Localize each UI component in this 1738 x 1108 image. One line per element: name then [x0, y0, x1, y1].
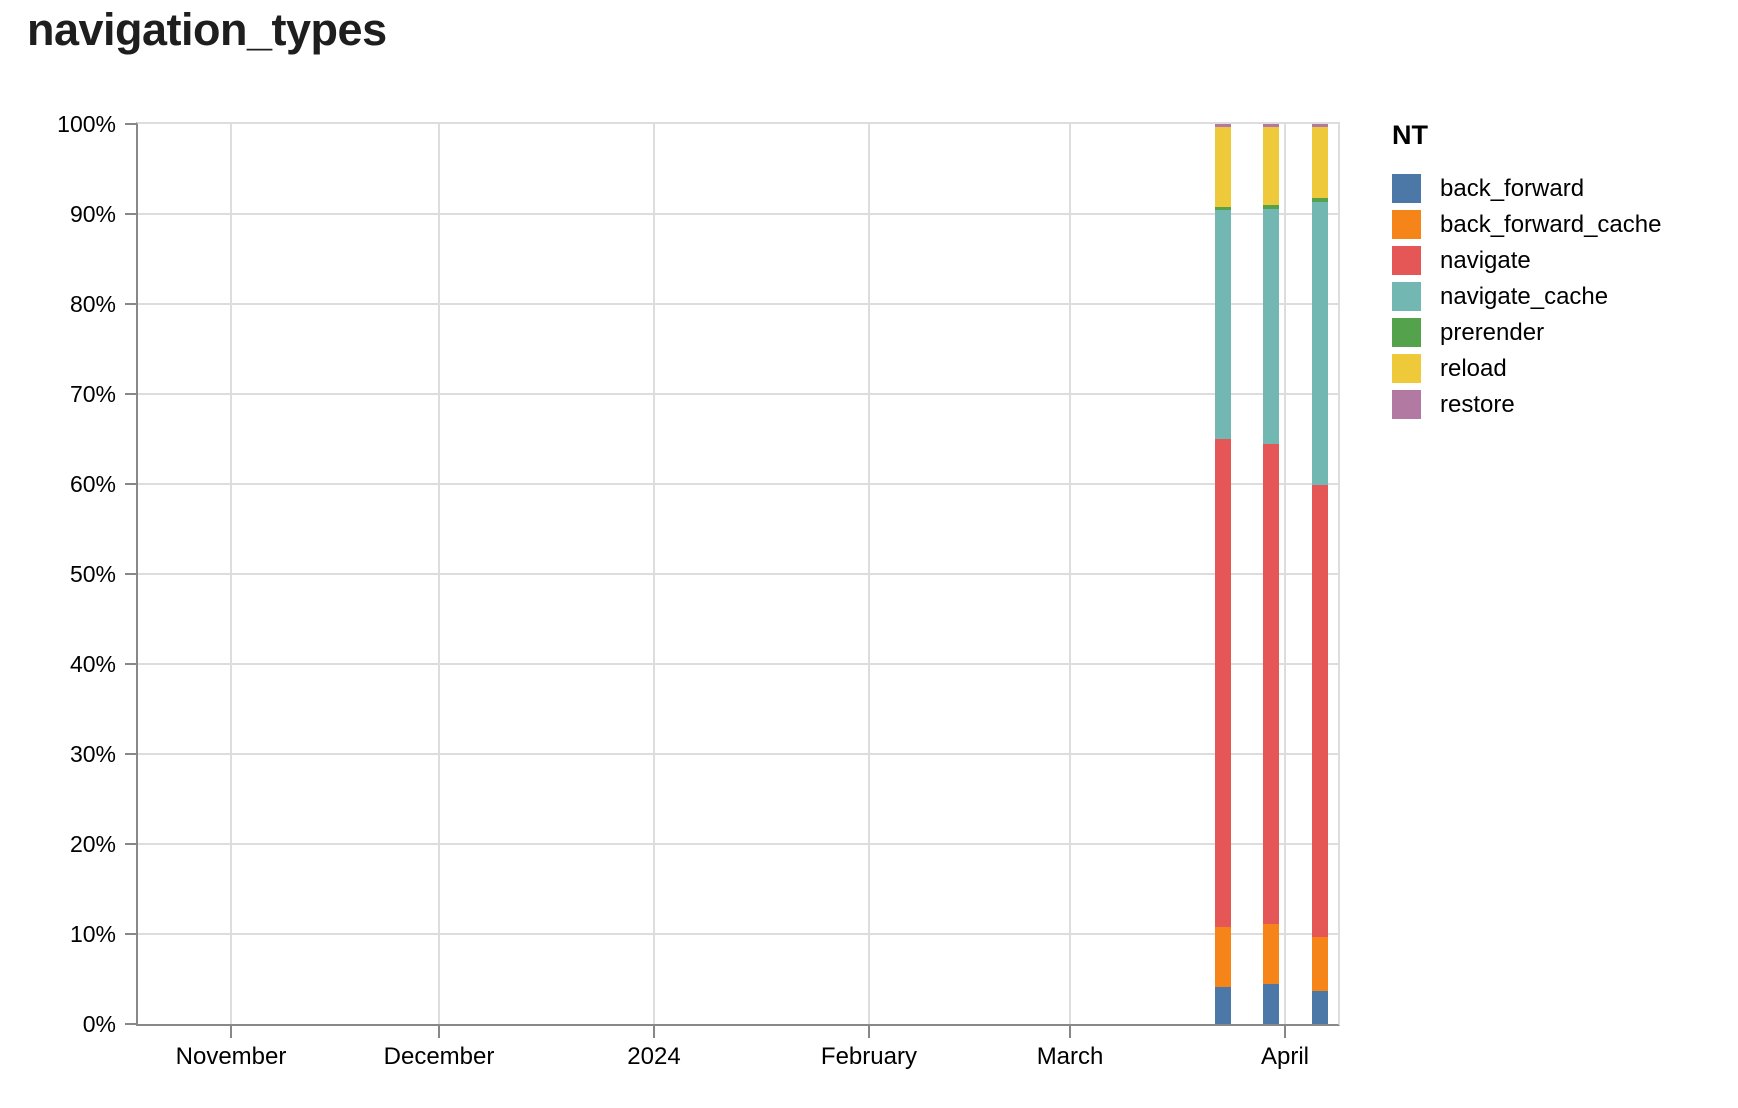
x-axis-tick: [652, 1026, 655, 1038]
bar-segment-reload[interactable]: [1311, 126, 1328, 198]
legend-swatch: [1392, 174, 1421, 203]
y-gridline: [138, 753, 1338, 755]
legend-swatch: [1392, 282, 1421, 311]
y-axis-label: 20%: [69, 831, 116, 857]
bar-segment-reload[interactable]: [1214, 126, 1231, 207]
x-axis-tick: [867, 1026, 870, 1038]
x-gridline: [1284, 124, 1286, 1024]
y-axis-tick: [125, 663, 136, 665]
legend-swatch: [1392, 354, 1421, 383]
bar-segment-navigate[interactable]: [1311, 484, 1328, 937]
y-axis-tick: [125, 303, 136, 305]
y-axis-tick: [125, 123, 136, 125]
x-axis-label: February: [820, 1043, 917, 1070]
y-gridline: [138, 663, 1338, 665]
bar-segment-navigate_cache[interactable]: [1311, 202, 1328, 485]
y-axis-label: 80%: [69, 291, 116, 317]
bar-segment-reload[interactable]: [1263, 126, 1280, 205]
y-axis-label: 70%: [69, 381, 116, 407]
y-gridline: [138, 303, 1338, 305]
stacked-bar[interactable]: [1263, 124, 1280, 1024]
x-gridline: [652, 124, 655, 1024]
x-axis-tick: [1284, 1026, 1286, 1038]
y-axis-label: 0%: [82, 1011, 116, 1037]
x-axis-label: 2024: [627, 1043, 681, 1070]
bar-segment-navigate_cache[interactable]: [1214, 210, 1231, 439]
x-gridline: [230, 124, 232, 1024]
y-axis-label: 10%: [69, 921, 116, 947]
bar-segment-navigate_cache[interactable]: [1263, 208, 1280, 445]
y-axis-tick: [125, 213, 136, 215]
bar-segment-navigate[interactable]: [1263, 444, 1280, 925]
stacked-bar[interactable]: [1214, 124, 1231, 1024]
x-axis-label: November: [175, 1043, 287, 1070]
y-axis-tick: [125, 393, 136, 395]
y-gridline: [138, 933, 1338, 935]
legend-item-label: prerender: [1440, 319, 1545, 346]
legend-item-label: reload: [1440, 355, 1507, 382]
x-axis-label: April: [1260, 1043, 1309, 1070]
y-gridline: [138, 213, 1338, 215]
y-axis-tick: [125, 573, 136, 575]
bar-segment-prerender[interactable]: [1311, 197, 1328, 203]
legend-item-label: back_forward: [1440, 175, 1585, 202]
y-axis-label: 100%: [57, 111, 116, 137]
y-axis-tick: [125, 1023, 136, 1025]
legend-swatch: [1392, 246, 1421, 275]
bar-segment-prerender[interactable]: [1263, 205, 1280, 209]
y-gridline: [138, 393, 1338, 395]
x-axis-tick: [438, 1026, 441, 1038]
x-axis-tick: [230, 1026, 232, 1038]
legend-swatch: [1392, 210, 1421, 239]
bar-segment-back_forward_cache[interactable]: [1263, 924, 1280, 985]
y-axis-label: 60%: [69, 471, 116, 497]
legend-title: NT: [1392, 120, 1428, 150]
y-axis-tick: [125, 933, 136, 935]
bar-segment-navigate[interactable]: [1214, 439, 1231, 927]
x-axis-label: December: [383, 1043, 495, 1070]
chart-title: navigation_types: [27, 4, 387, 55]
bar-segment-back_forward_cache[interactable]: [1311, 936, 1328, 991]
y-axis-label: 90%: [69, 201, 116, 227]
legend-swatch: [1392, 318, 1421, 347]
bar-segment-back_forward_cache[interactable]: [1214, 926, 1231, 988]
y-gridline: [138, 573, 1338, 575]
stacked-bar[interactable]: [1311, 124, 1328, 1024]
y-axis-label: 50%: [69, 561, 116, 587]
bar-segment-back_forward[interactable]: [1311, 990, 1328, 1024]
y-axis-label: 30%: [69, 741, 116, 767]
plot-area: 0% 10% 20% 30% 40% 50% 60% 70% 80% 90% 100% Novembe…: [57, 111, 1340, 1070]
y-axis-tick: [125, 753, 136, 755]
x-gridline: [438, 124, 441, 1024]
x-gridline: [867, 124, 870, 1024]
bar-segment-back_forward[interactable]: [1263, 984, 1280, 1024]
y-gridline: [138, 843, 1338, 845]
legend-item-label: back_forward_cache: [1440, 211, 1662, 238]
y-axis-tick: [125, 483, 136, 485]
x-axis-tick: [1069, 1026, 1072, 1038]
bar-segment-prerender[interactable]: [1214, 206, 1231, 211]
legend-item-label: restore: [1440, 391, 1515, 418]
bar-segment-restore[interactable]: [1214, 124, 1231, 127]
legend-swatch: [1392, 390, 1421, 419]
bar-segment-restore[interactable]: [1263, 124, 1280, 127]
legend-item-label: navigate_cache: [1440, 283, 1609, 310]
y-gridline: [138, 483, 1338, 485]
y-axis-tick: [125, 843, 136, 845]
y-axis-label: 40%: [69, 651, 116, 677]
bar-segment-restore[interactable]: [1311, 124, 1328, 127]
bar-segment-back_forward[interactable]: [1214, 987, 1231, 1024]
x-gridline: [1069, 124, 1072, 1024]
legend-item-label: navigate: [1440, 247, 1531, 274]
x-axis-label: March: [1036, 1043, 1104, 1070]
